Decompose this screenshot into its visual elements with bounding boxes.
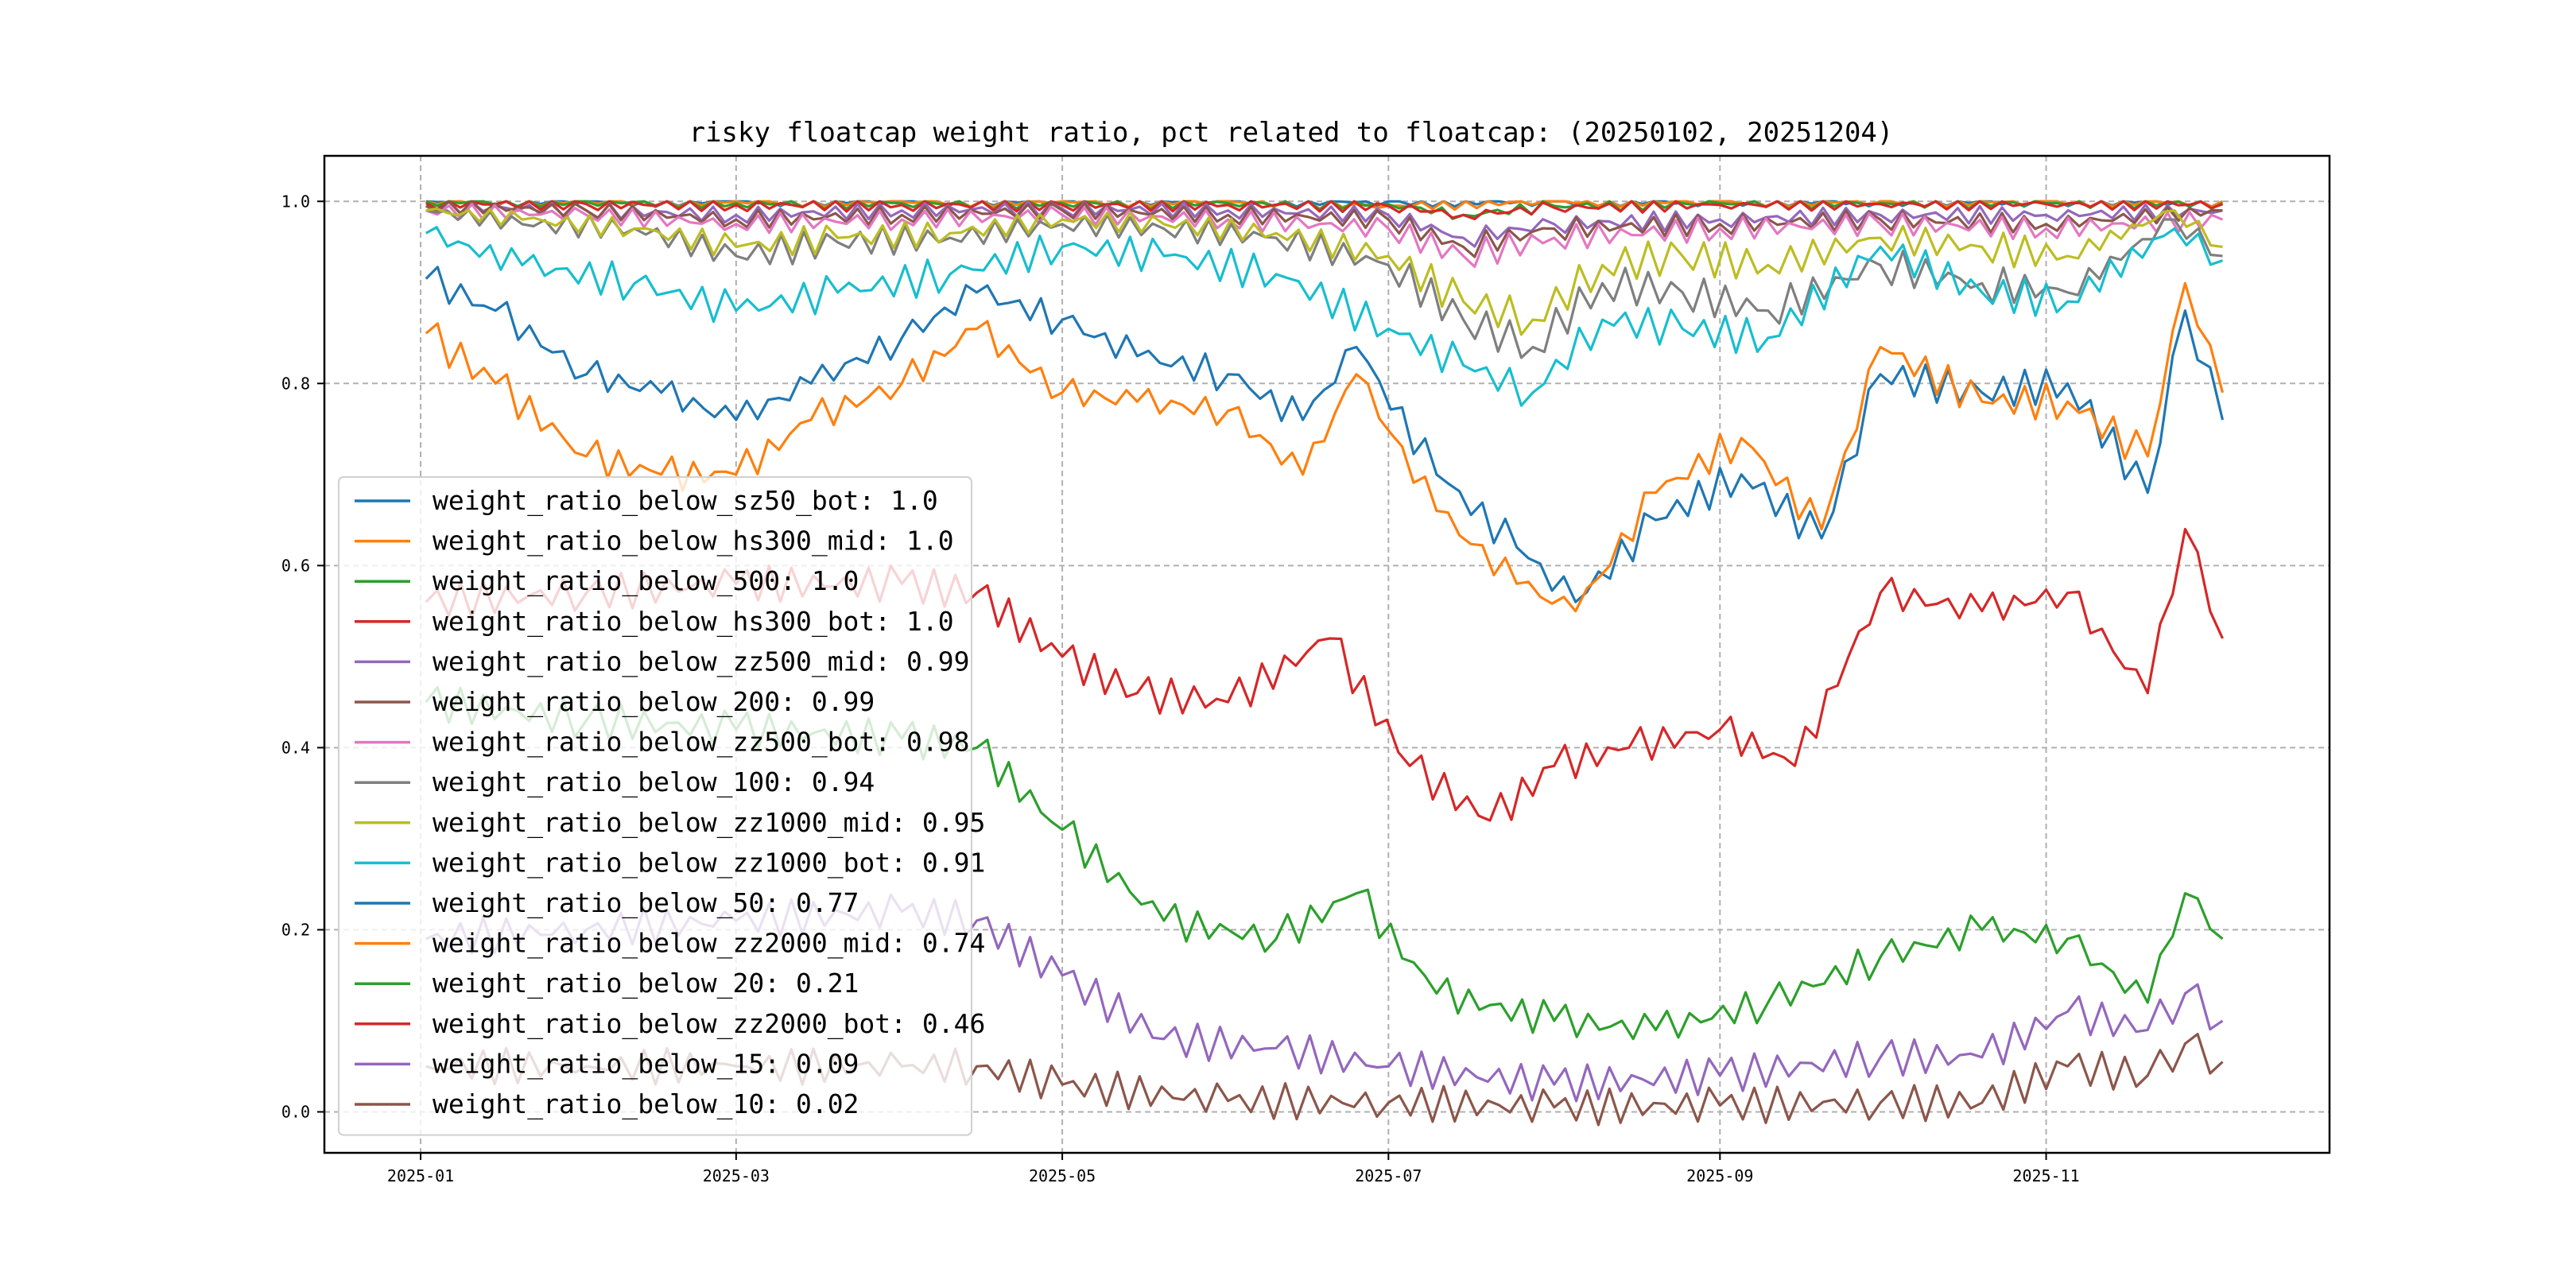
legend-entry-label: weight_ratio_below_sz50_bot: 1.0 [433,485,938,517]
legend-entry-label: weight_ratio_below_50: 0.77 [433,887,859,919]
series-line [425,200,2223,258]
x-tick-label: 2025-07 [1355,1166,1422,1185]
y-tick-label: 0.0 [281,1102,310,1121]
legend-entry-label: weight_ratio_below_100: 0.94 [433,766,875,798]
y-tick-label: 0.8 [281,374,310,393]
axis-layer: 2025-01 2025-03 2025-05 2025-07 2025-09 2025-… [281,192,2080,1185]
y-tick-label: 1.0 [281,192,310,211]
legend-entry-label: weight_ratio_below_20: 0.21 [433,968,859,999]
chart-title: risky floatcap weight ratio, pct related… [689,117,1894,149]
legend-entry-label: weight_ratio_below_zz500_mid: 0.99 [433,646,970,677]
legend-entry-label: weight_ratio_below_hs300_mid: 1.0 [433,526,954,557]
legend-entry-label: weight_ratio_below_15: 0.09 [433,1048,859,1080]
legend-entry-label: weight_ratio_below_500: 1.0 [433,565,859,597]
x-tick-label: 2025-03 [703,1166,770,1185]
series-line [425,266,2225,603]
y-tick-label: 0.4 [281,738,310,757]
series-line [425,207,2223,336]
legend-entry-label: weight_ratio_below_zz1000_bot: 0.91 [433,847,985,879]
series-line [425,200,2223,248]
series-line [425,226,2224,407]
series-line [425,200,2224,221]
legend: weight_ratio_below_sz50_bot: 1.0 weight_r… [338,476,985,1136]
x-tick-label: 2025-11 [2012,1166,2079,1185]
series-line [425,208,2223,359]
legend-entry-label: weight_ratio_below_10: 0.02 [433,1088,859,1120]
x-tick-label: 2025-09 [1686,1166,1753,1185]
y-tick-label: 0.6 [281,556,310,575]
legend-entry-label: weight_ratio_below_zz500_bot: 0.98 [433,727,970,758]
x-tick-label: 2025-01 [387,1166,454,1185]
series-line [425,281,2225,613]
legend-entry-label: weight_ratio_below_200: 0.99 [433,686,875,718]
plot-frame [323,154,2331,1154]
legend-box [338,476,972,1136]
y-tick-label: 0.2 [281,920,310,939]
legend-entry-label: weight_ratio_below_zz2000_mid: 0.74 [433,928,985,960]
series-line [425,203,2224,268]
legend-entry-label: weight_ratio_below_zz2000_bot: 0.46 [433,1008,985,1040]
legend-entry-label: weight_ratio_below_zz1000_mid: 0.95 [433,807,985,839]
x-tick-label: 2025-05 [1029,1166,1096,1185]
legend-entry-label: weight_ratio_below_hs300_bot: 1.0 [433,606,954,638]
